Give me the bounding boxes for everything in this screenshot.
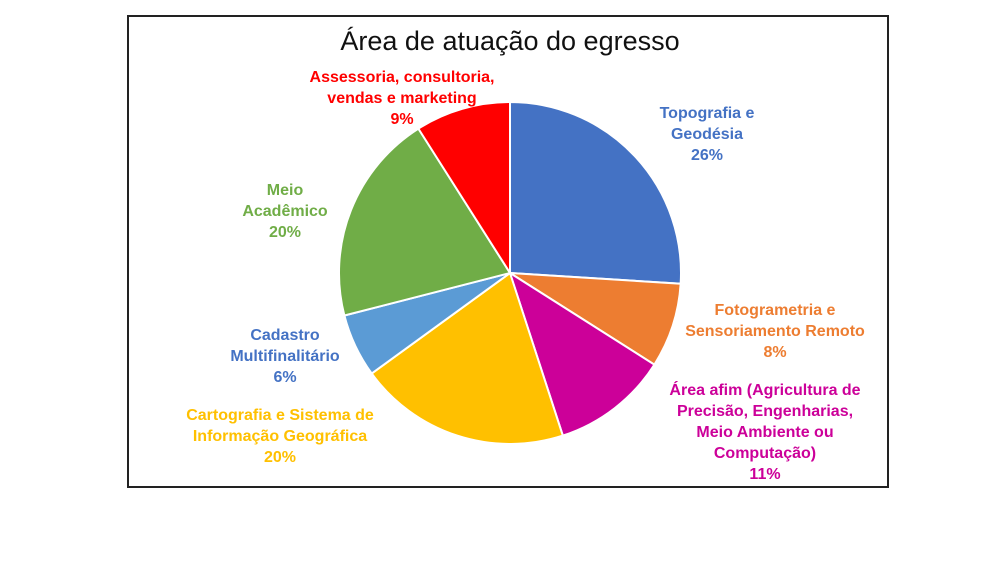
slice-label: Topografia e Geodésia 26%: [660, 105, 755, 164]
slice-label-line: Cartografia e Sistema de: [186, 407, 374, 424]
slice-label: Área afim (Agricultura de Precisão, Engen…: [669, 380, 860, 483]
slice-label-line: Sensoriamento Remoto: [685, 323, 865, 340]
slice-label-line: Área afim (Agricultura de: [669, 380, 860, 399]
slice-value-label: 6%: [273, 369, 296, 386]
slice-label-line: Cadastro: [250, 327, 320, 344]
pie-slice: [416, 100, 511, 277]
slice-value-label: 20%: [264, 449, 296, 466]
chart-title: Área de atuação do egresso: [340, 26, 679, 56]
slice-label-line: Fotogrametria e: [715, 302, 836, 319]
slice-value-label: 8%: [763, 344, 786, 361]
slice-label-line: vendas e marketing: [327, 90, 476, 107]
slice-labels: Topografia e Geodésia 26% Fotogrametria e Se…: [186, 69, 865, 483]
slice-value-label: 9%: [390, 111, 413, 128]
slice-label-line: Informação Geográfica: [193, 428, 367, 445]
slice-label-line: Meio: [267, 182, 304, 199]
slice-label-line: Multifinalitário: [230, 348, 340, 365]
slice-label: Fotogrametria e Sensoriamento Remoto 8%: [685, 302, 865, 361]
pie-slice: [508, 270, 656, 437]
pie-slices: [337, 100, 682, 445]
slice-label-line: Computação): [714, 445, 816, 462]
slice-label-line: Topografia e: [660, 105, 755, 122]
slice-label: Cadastro Multifinalitário 6%: [230, 327, 340, 386]
slice-label-line: Meio Ambiente ou: [696, 424, 833, 441]
slice-label: Assessoria, consultoria, vendas e marketi…: [310, 69, 495, 128]
slice-label: Cartografia e Sistema de Informação Geogr…: [186, 407, 374, 466]
pie-slice: [509, 100, 682, 285]
slice-value-label: 20%: [269, 224, 301, 241]
slice-value-label: 26%: [691, 147, 723, 164]
slice-label-line: Assessoria, consultoria,: [310, 69, 495, 86]
slice-value-label: 11%: [749, 466, 780, 483]
slice-label: Meio Acadêmico 20%: [242, 182, 328, 241]
slice-label-line: Precisão, Engenharias,: [677, 403, 853, 420]
pie-slice: [370, 271, 565, 445]
slice-label-line: Geodésia: [671, 126, 743, 143]
pie-slice: [337, 127, 512, 317]
slice-label-line: Acadêmico: [242, 203, 328, 220]
